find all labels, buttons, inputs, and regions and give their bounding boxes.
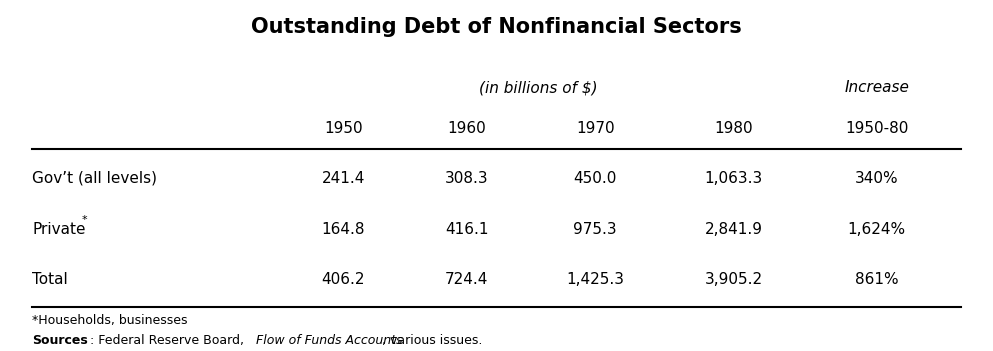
Text: Total: Total bbox=[33, 272, 69, 287]
Text: : Federal Reserve Board,: : Federal Reserve Board, bbox=[89, 334, 247, 347]
Text: 1960: 1960 bbox=[448, 121, 487, 137]
Text: (in billions of $): (in billions of $) bbox=[480, 80, 598, 95]
Text: *: * bbox=[81, 215, 87, 225]
Text: 164.8: 164.8 bbox=[322, 222, 365, 237]
Text: 406.2: 406.2 bbox=[322, 272, 365, 287]
Text: 1950: 1950 bbox=[324, 121, 362, 137]
Text: 308.3: 308.3 bbox=[445, 171, 489, 186]
Text: 975.3: 975.3 bbox=[573, 222, 617, 237]
Text: Gov’t (all levels): Gov’t (all levels) bbox=[33, 171, 158, 186]
Text: 1,624%: 1,624% bbox=[848, 222, 906, 237]
Text: , various issues.: , various issues. bbox=[382, 334, 483, 347]
Text: 2,841.9: 2,841.9 bbox=[704, 222, 763, 237]
Text: 450.0: 450.0 bbox=[574, 171, 617, 186]
Text: Sources: Sources bbox=[33, 334, 88, 347]
Text: 1,063.3: 1,063.3 bbox=[704, 171, 763, 186]
Text: 1,425.3: 1,425.3 bbox=[566, 272, 625, 287]
Text: Private: Private bbox=[33, 222, 86, 237]
Text: 1980: 1980 bbox=[714, 121, 753, 137]
Text: Outstanding Debt of Nonfinancial Sectors: Outstanding Debt of Nonfinancial Sectors bbox=[251, 16, 742, 37]
Text: 1950-80: 1950-80 bbox=[845, 121, 909, 137]
Text: 3,905.2: 3,905.2 bbox=[704, 272, 763, 287]
Text: 416.1: 416.1 bbox=[445, 222, 489, 237]
Text: 724.4: 724.4 bbox=[445, 272, 489, 287]
Text: 340%: 340% bbox=[855, 171, 899, 186]
Text: 1970: 1970 bbox=[576, 121, 615, 137]
Text: Flow of Funds Accounts: Flow of Funds Accounts bbox=[255, 334, 402, 347]
Text: 861%: 861% bbox=[855, 272, 899, 287]
Text: Increase: Increase bbox=[844, 80, 910, 95]
Text: 241.4: 241.4 bbox=[322, 171, 365, 186]
Text: *Households, businesses: *Households, businesses bbox=[33, 314, 188, 327]
